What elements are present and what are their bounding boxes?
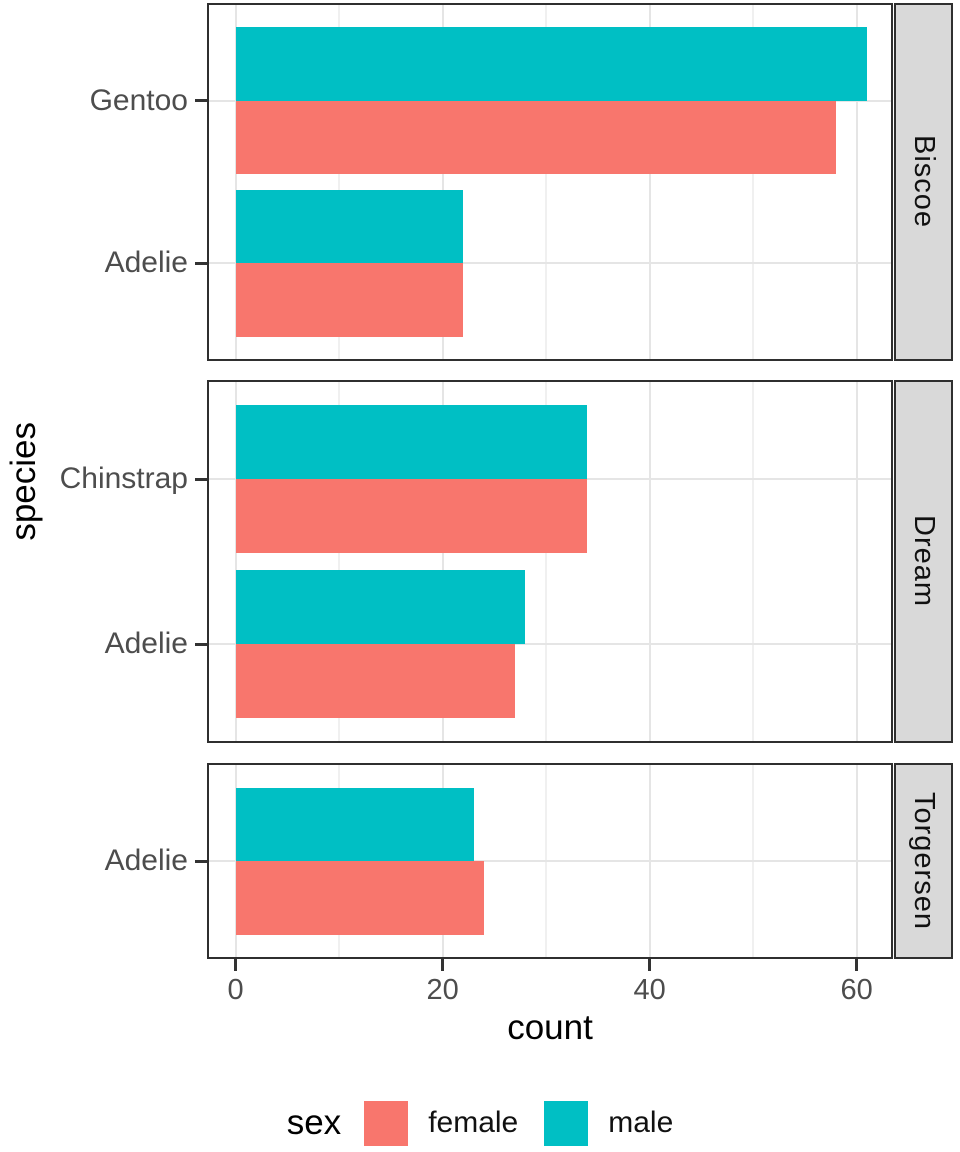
bar-biscoe-gentoo-female (235, 100, 836, 174)
y-tick-label-adelie: Adelie (104, 844, 188, 877)
gridline-major-x60 (855, 382, 858, 741)
gridline-adelie (209, 643, 891, 645)
y-tick-adelie (195, 859, 207, 863)
x-tick-60 (855, 959, 859, 971)
facet-panel-biscoe (207, 3, 893, 361)
bar-dream-chinstrap-female (235, 479, 588, 554)
x-tick-label-20: 20 (426, 974, 459, 1006)
gridline-minor-x50 (752, 5, 755, 359)
legend: sex female male (0, 1097, 960, 1149)
bar-torgersen-adelie-female (235, 861, 484, 935)
legend-item-male: male (544, 1100, 674, 1146)
gridline-major-x40 (648, 765, 651, 957)
gridline-minor-x50 (752, 382, 755, 741)
facet-strip-label-dream: Dream (908, 515, 940, 608)
bar-biscoe-gentoo-male (235, 27, 867, 101)
gridline-major-x0 (234, 382, 237, 741)
x-tick-label-40: 40 (633, 974, 666, 1006)
gridline-major-x20 (441, 382, 444, 741)
facet-strip-torgersen: Torgersen (894, 763, 953, 959)
legend-key-female-swatch (364, 1100, 409, 1146)
facet-strip-label-torgersen: Torgersen (908, 792, 940, 930)
bar-dream-chinstrap-male (235, 404, 588, 480)
x-tick-20 (441, 959, 445, 971)
gridline-adelie (209, 860, 891, 862)
legend-item-female: female (364, 1100, 519, 1146)
facet-strip-dream: Dream (894, 380, 953, 743)
y-tick-label-adelie: Adelie (104, 627, 188, 660)
bar-dream-adelie-female (235, 644, 515, 719)
bar-biscoe-adelie-male (235, 190, 464, 264)
y-tick-label-chinstrap: Chinstrap (59, 462, 188, 495)
facet-panel-torgersen (207, 763, 893, 959)
facet-strip-biscoe: Biscoe (894, 3, 953, 361)
x-tick-label-60: 60 (840, 974, 873, 1006)
x-tick-40 (648, 959, 652, 971)
bar-biscoe-adelie-female (235, 263, 464, 337)
gridline-minor-x30 (545, 765, 548, 957)
gridline-adelie (209, 262, 891, 265)
y-tick-adelie (195, 642, 207, 646)
x-tick-0 (234, 959, 238, 971)
gridline-minor-x30 (545, 5, 548, 359)
gridline-major-x20 (441, 5, 444, 359)
legend-label-female: female (428, 1106, 519, 1139)
y-tick-adelie (195, 261, 207, 265)
gridline-minor-x50 (752, 765, 755, 957)
gridline-minor-x10 (338, 382, 341, 741)
y-tick-label-gentoo: Gentoo (89, 83, 188, 117)
y-tick-gentoo (195, 99, 207, 103)
y-tick-chinstrap (195, 477, 207, 481)
gridline-major-x40 (648, 382, 651, 741)
gridline-minor-x30 (545, 382, 548, 741)
gridline-major-x60 (855, 5, 858, 359)
x-axis-title: count (507, 1008, 593, 1047)
facet-strip-label-biscoe: Biscoe (908, 135, 940, 229)
x-tick-label-0: 0 (227, 974, 244, 1006)
bar-torgersen-adelie-male (235, 787, 474, 861)
gridline-minor-x10 (338, 5, 341, 359)
bar-dream-adelie-male (235, 569, 526, 645)
facet-panel-dream (207, 380, 893, 743)
gridline-major-x40 (648, 5, 651, 359)
legend-label-male: male (608, 1106, 674, 1139)
legend-key-male-swatch (544, 1100, 589, 1146)
y-tick-label-adelie: Adelie (104, 246, 188, 280)
gridline-major-x0 (234, 5, 237, 359)
gridline-major-x60 (855, 765, 858, 957)
legend-title: sex (286, 1103, 342, 1142)
